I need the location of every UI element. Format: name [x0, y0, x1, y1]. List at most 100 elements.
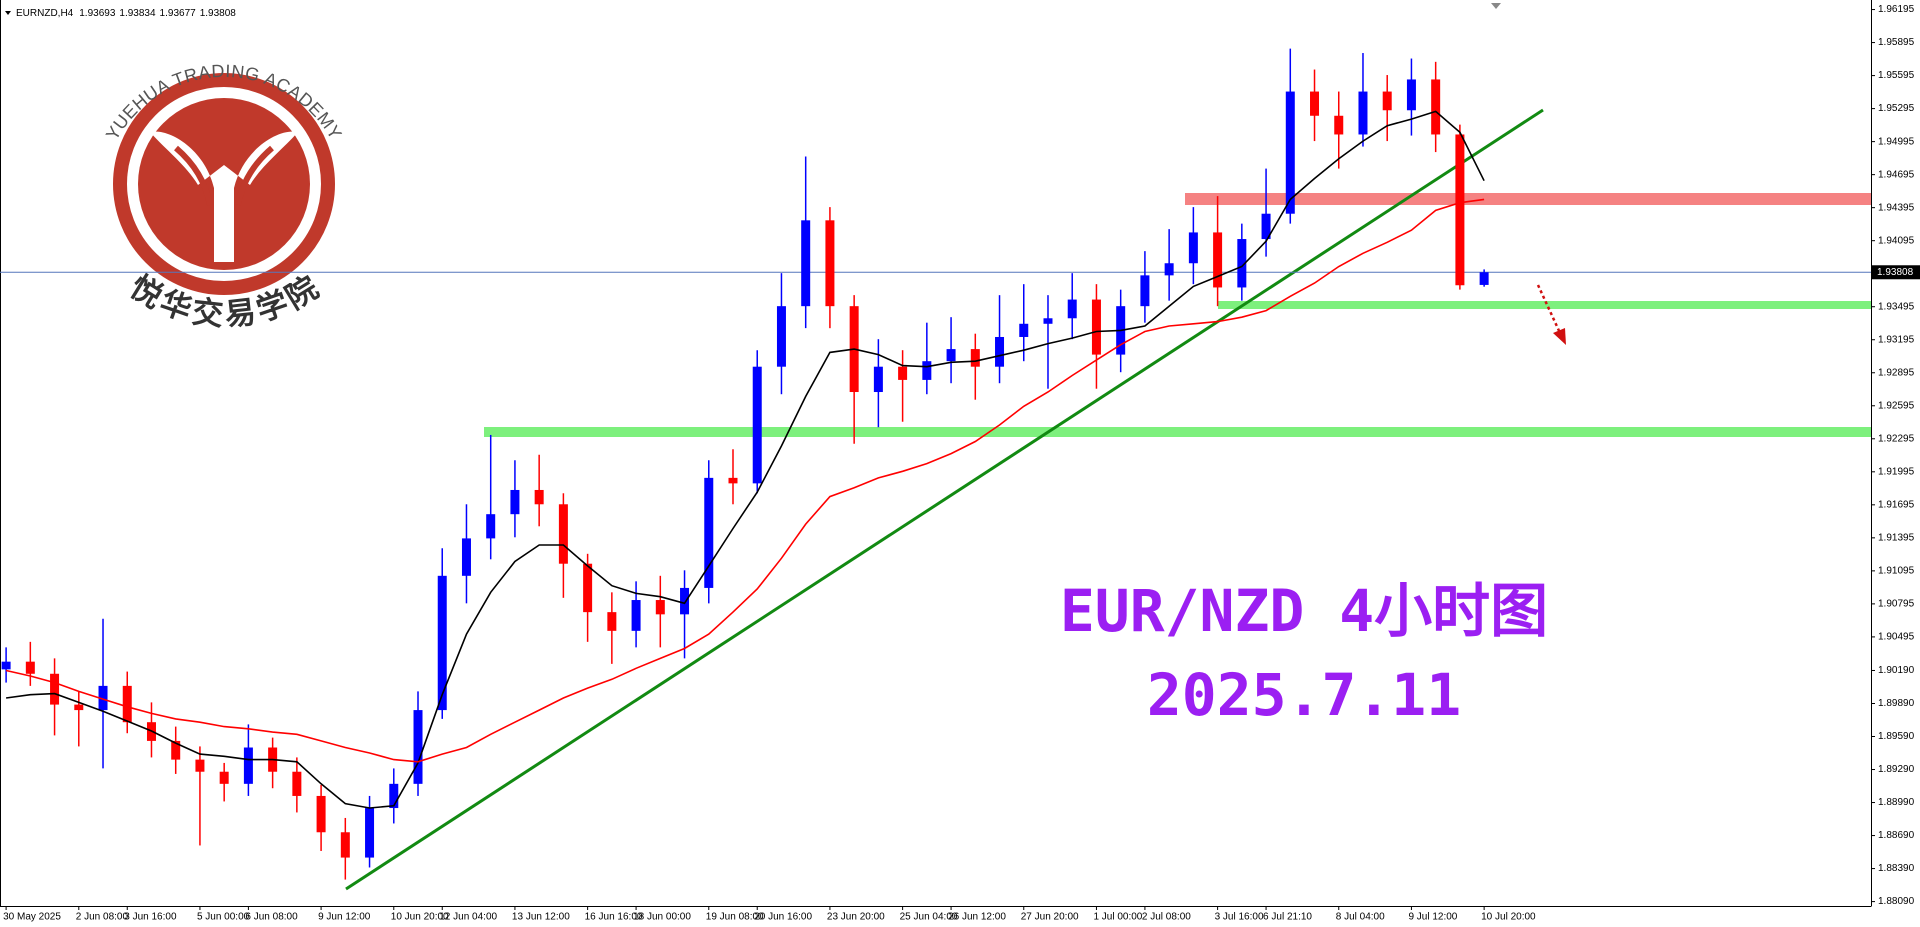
- header: EURNZD,H4 1.93693 1.93834 1.93677 1.93808: [16, 8, 236, 19]
- logo-emblem: [150, 131, 298, 262]
- candle-body: [98, 685, 108, 711]
- x-tick-label: 26 Jun 12:00: [948, 912, 1006, 923]
- chart-title: EUR/NZD 4小时图: [1060, 577, 1548, 645]
- x-tick-label: 10 Jun 20:00: [391, 912, 449, 923]
- candle-body: [704, 477, 714, 588]
- candle-body: [655, 600, 665, 615]
- x-tick-label: 9 Jun 12:00: [318, 912, 371, 923]
- y-tick-label: 1.90190: [1878, 665, 1915, 676]
- candle-body: [1382, 91, 1392, 111]
- candle-body: [1164, 263, 1174, 276]
- y-tick-label: 1.94395: [1878, 202, 1915, 213]
- x-tick-label: 6 Jul 21:10: [1263, 912, 1312, 923]
- x-tick-label: 12 Jun 04:00: [439, 912, 497, 923]
- candle-body: [1019, 323, 1029, 337]
- y-tick-label: 1.88090: [1878, 896, 1915, 907]
- candle-body: [1455, 134, 1465, 286]
- candle-body: [873, 366, 883, 393]
- candle-body: [122, 685, 132, 723]
- candle-body: [583, 563, 593, 613]
- candle-body: [1261, 213, 1271, 240]
- candle-body: [1431, 79, 1441, 135]
- y-tick-label: 1.91995: [1878, 466, 1915, 477]
- y-tick-label: 1.91695: [1878, 499, 1915, 510]
- candle-body: [486, 514, 496, 539]
- candle-body: [1334, 115, 1344, 135]
- x-tick-label: 19 Jun 08:00: [706, 912, 764, 923]
- candle-body: [607, 612, 617, 631]
- y-tick-label: 1.93195: [1878, 334, 1915, 345]
- candle-body: [340, 832, 350, 858]
- current-price-label: 1.93808: [1877, 267, 1914, 278]
- candle-body: [752, 366, 762, 484]
- y-tick-label: 1.93495: [1878, 301, 1915, 312]
- y-tick-label: 1.95295: [1878, 103, 1915, 114]
- x-tick-label: 18 Jun 00:00: [633, 912, 691, 923]
- trend-line: [345, 108, 1544, 891]
- candle-body: [1237, 239, 1247, 288]
- candle-body: [801, 220, 811, 307]
- moving-average: [5, 198, 1485, 763]
- y-tick-label: 1.88990: [1878, 797, 1915, 808]
- candle-body: [1406, 79, 1416, 111]
- candle-body: [292, 771, 302, 796]
- candle-body: [195, 759, 205, 772]
- x-tick-label: 13 Jun 12:00: [512, 912, 570, 923]
- y-tick-label: 1.91395: [1878, 532, 1915, 543]
- x-tick-label: 27 Jun 20:00: [1021, 912, 1079, 923]
- x-tick-label: 23 Jun 20:00: [827, 912, 885, 923]
- candle-body: [558, 504, 568, 564]
- candle-body: [946, 349, 956, 362]
- candle-body: [728, 477, 738, 484]
- candle-body: [171, 740, 181, 760]
- candle-body: [1310, 91, 1320, 116]
- candle-body: [1285, 91, 1295, 214]
- x-tick-label: 3 Jul 16:00: [1215, 912, 1264, 923]
- x-tick-label: 10 Jul 20:00: [1481, 912, 1536, 923]
- candle-body: [1188, 232, 1198, 264]
- candle-body: [316, 795, 326, 833]
- y-tick-label: 1.94995: [1878, 136, 1915, 147]
- candle-body: [631, 600, 641, 631]
- candle-body: [413, 710, 423, 784]
- support-zone: [1218, 301, 1871, 309]
- x-tick-label: 5 Jun 00:00: [197, 912, 250, 923]
- logo-ring: [113, 73, 335, 295]
- x-tick-label: 20 Jun 16:00: [754, 912, 812, 923]
- x-tick-label: 25 Jun 04:00: [900, 912, 958, 923]
- direction-arrow: [1536, 284, 1562, 334]
- y-tick-label: 1.88390: [1878, 863, 1915, 874]
- candle-body: [461, 538, 471, 576]
- header-open: 1.93693: [79, 8, 116, 19]
- x-tick-label: 1 Jul 00:00: [1093, 912, 1142, 923]
- moving-average: [5, 110, 1485, 809]
- y-tick-label: 1.90795: [1878, 599, 1915, 610]
- direction-arrow-head: [1553, 328, 1566, 345]
- x-tick-label: 9 Jul 12:00: [1408, 912, 1457, 923]
- candle-body: [74, 704, 84, 711]
- candle-body: [510, 489, 520, 515]
- y-tick-label: 1.92295: [1878, 433, 1915, 444]
- y-tick-label: 1.92895: [1878, 367, 1915, 378]
- candle-body: [825, 220, 835, 307]
- header-low: 1.93677: [160, 8, 197, 19]
- candle-body: [1140, 275, 1150, 307]
- candle-body: [389, 783, 399, 809]
- candle-body: [1, 661, 11, 670]
- y-tick-label: 1.88690: [1878, 830, 1915, 841]
- x-tick-label: 3 Jun 16:00: [124, 912, 177, 923]
- y-tick-label: 1.95895: [1878, 37, 1915, 48]
- header-close: 1.93808: [200, 8, 237, 19]
- candle-body: [970, 349, 980, 367]
- x-tick-label: 2 Jun 08:00: [76, 912, 129, 923]
- y-tick-label: 1.94095: [1878, 235, 1915, 246]
- x-tick-label: 8 Jul 04:00: [1336, 912, 1385, 923]
- header-high: 1.93834: [119, 8, 156, 19]
- x-tick-label: 30 May 2025: [3, 912, 61, 923]
- candle-body: [437, 575, 447, 711]
- y-tick-label: 1.94695: [1878, 169, 1915, 180]
- candle-body: [243, 747, 253, 784]
- y-tick-label: 1.89590: [1878, 731, 1915, 742]
